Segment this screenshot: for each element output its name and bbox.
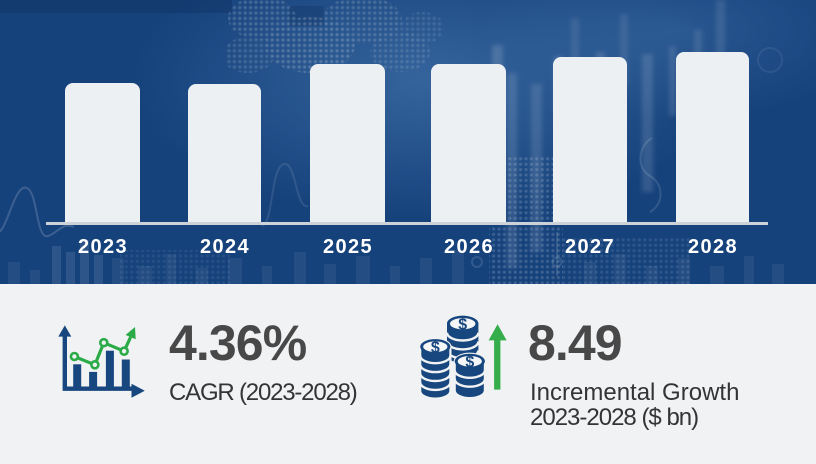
svg-text:$: $ [465, 354, 474, 371]
svg-text:$: $ [431, 339, 440, 356]
svg-text:$: $ [458, 316, 467, 333]
